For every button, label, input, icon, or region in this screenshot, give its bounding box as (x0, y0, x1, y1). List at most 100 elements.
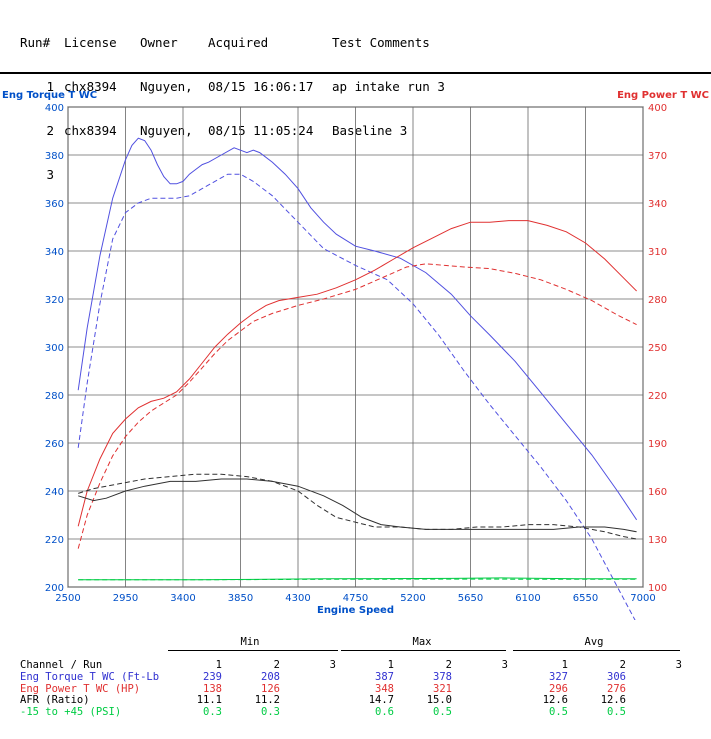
summary-value: 378 (433, 671, 452, 683)
summary-value: 208 (261, 671, 280, 683)
summary-value: 0.3 (203, 705, 222, 718)
series-line-power-run1 (77, 220, 637, 527)
summary-value: 0.5 (433, 705, 452, 718)
series-line-afr-run1 (78, 478, 637, 533)
summary-value: 11.2 (254, 694, 280, 706)
x-tick-label: 3850 (228, 593, 253, 604)
y-right-tick-label: 190 (648, 439, 667, 450)
run-owner: Nguyen, (140, 123, 193, 138)
y-right-tick-label: 280 (648, 295, 667, 306)
run-acquired: 08/15 16:06:17 (208, 79, 314, 94)
col-run: Run# (20, 35, 51, 50)
run-number: 1 (46, 79, 54, 94)
y-right-tick-label: 400 (648, 103, 667, 114)
x-tick-label: 4750 (343, 593, 368, 604)
header-divider (0, 72, 711, 74)
y-left-tick-label: 400 (45, 103, 64, 114)
x-tick-label: 5650 (458, 593, 483, 604)
run-comment: ap intake run 3 (332, 79, 445, 94)
summary-table: Min Max Avg Channel / Run 1 2 3 1 2 3 1 2 3 Eng Torqu… (0, 632, 711, 739)
y-left-tick-label: 320 (45, 295, 64, 306)
x-tick-label: 4300 (285, 593, 310, 604)
summary-value: 348 (375, 682, 394, 695)
summary-value: 14.7 (368, 694, 394, 706)
series-line-power-run2 (77, 263, 637, 549)
summary-header-label: Channel / Run (20, 659, 103, 671)
y-right-tick-label: 370 (648, 151, 667, 162)
summary-value: 11.1 (196, 694, 222, 706)
x-tick-label: 3400 (170, 593, 195, 604)
y-right-tick-label: 340 (648, 199, 667, 210)
run-row: 3 (20, 168, 445, 182)
summary-row-label: -15 to +45 (PSI) (20, 705, 122, 718)
col-comments: Test Comments (332, 35, 430, 50)
x-tick-label: 5200 (400, 593, 425, 604)
summary-group-rule (513, 650, 680, 651)
y-left-tick-label: 260 (45, 439, 64, 450)
summary-group-label: Avg (584, 636, 604, 648)
series-line-afr-run2 (78, 473, 637, 540)
run-row: 2 chx8394 Nguyen, 08/15 11:05:24 Baseline 3 (20, 124, 445, 138)
y-left-tick-label: 300 (45, 343, 64, 354)
summary-value: 296 (549, 682, 568, 695)
summary-run-number: 2 (619, 659, 626, 671)
summary-run-number: 2 (445, 659, 452, 671)
x-tick-label: 6550 (573, 593, 598, 604)
run-header-columns: Run# License Owner Acquired Test Comments (20, 36, 445, 50)
summary-value: 0.3 (261, 705, 280, 718)
summary-run-number: 1 (215, 659, 222, 671)
y-right-tick-label: 100 (648, 583, 667, 594)
summary-value: 239 (203, 671, 222, 683)
x-tick-label: 2500 (55, 593, 80, 604)
x-tick-label: 7000 (630, 593, 655, 604)
y-left-axis-title: Eng Torque T WC (2, 90, 97, 101)
y-right-axis-title: Eng Power T WC (617, 90, 709, 101)
summary-value: 12.6 (600, 694, 626, 706)
run-row: 1 chx8394 Nguyen, 08/15 16:06:17 ap intake r… (20, 79, 445, 94)
summary-group-label: Max (412, 636, 432, 648)
summary-value: 387 (375, 671, 394, 683)
y-left-tick-label: 380 (45, 151, 64, 162)
run-license: chx8394 (64, 123, 117, 138)
summary-run-number: 3 (501, 659, 508, 671)
summary-value: 321 (433, 682, 452, 695)
dyno-chart: 2500 2950 3400 3850 4300 4750 5200 5650 6100 6550… (2, 90, 709, 620)
summary-group-rule (341, 650, 506, 651)
y-left-tick-label: 220 (45, 535, 64, 546)
col-acquired: Acquired (208, 35, 269, 50)
summary-value: 327 (549, 671, 568, 683)
summary-group-label: Min (240, 636, 260, 648)
y-right-tick-label: 220 (648, 391, 667, 402)
summary-value: 0.6 (375, 705, 394, 718)
summary-row-label: Eng Torque T WC (Ft-Lb (20, 671, 160, 683)
series-line-torque-run2 (77, 173, 636, 620)
run-number: 3 (46, 167, 54, 182)
summary-run-number: 1 (561, 659, 568, 671)
run-owner: Nguyen, (140, 79, 193, 94)
y-left-tick-label: 200 (45, 583, 64, 594)
y-left-tick-label: 360 (45, 199, 64, 210)
series-line-torque-run1 (77, 137, 638, 521)
y-right-tick-label: 160 (648, 487, 667, 498)
summary-value: 15.0 (426, 694, 452, 706)
summary-value: 276 (607, 682, 626, 695)
series-line-boost-run2 (78, 578, 637, 581)
summary-value: 126 (261, 682, 280, 695)
summary-value: 138 (203, 682, 222, 695)
summary-run-number: 1 (387, 659, 394, 671)
summary-row-label: Eng Power T WC (HP) (20, 682, 141, 695)
run-number: 2 (46, 123, 54, 138)
run-comment: Baseline 3 (332, 123, 408, 138)
y-right-tick-label: 130 (648, 535, 667, 546)
summary-run-number: 3 (675, 659, 682, 671)
summary-run-number: 3 (329, 659, 336, 671)
x-tick-label: 6100 (515, 593, 540, 604)
run-license: chx8394 (64, 79, 117, 94)
summary-run-number: 2 (273, 659, 280, 671)
y-left-tick-label: 280 (45, 391, 64, 402)
x-axis-title: Engine Speed (317, 605, 394, 616)
col-license: License (64, 35, 117, 50)
summary-group-rule (168, 650, 338, 651)
col-owner: Owner (140, 35, 178, 50)
